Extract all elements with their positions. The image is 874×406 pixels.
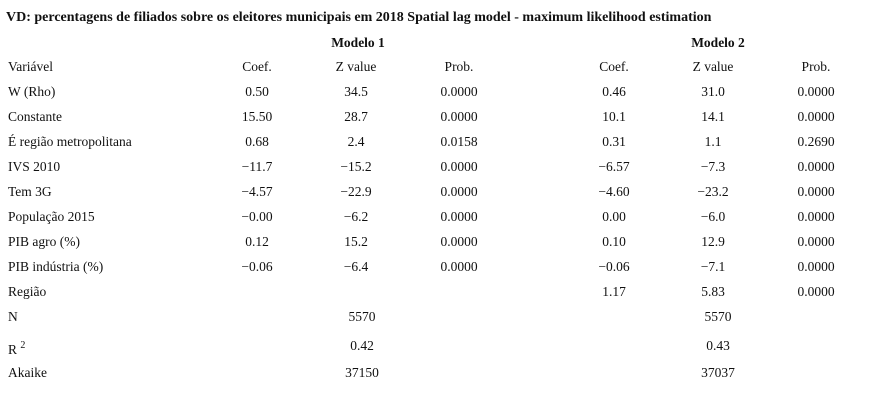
- column-header: Z value: [335, 59, 377, 74]
- cell: 15.2: [344, 234, 368, 249]
- cell: 0.2690: [797, 134, 835, 149]
- column-header: Coef.: [599, 59, 629, 74]
- row-label: É região metropolitana: [8, 134, 132, 149]
- cell: 0.0000: [440, 84, 478, 99]
- column-header: Z value: [692, 59, 734, 74]
- cell: −4.57: [241, 184, 273, 199]
- cell: 0.0000: [440, 259, 478, 274]
- cell: 14.1: [701, 109, 725, 124]
- cell: 0.0000: [797, 259, 835, 274]
- cell: 31.0: [701, 84, 725, 99]
- cell: 0.0000: [440, 184, 478, 199]
- cell: 0.0000: [440, 109, 478, 124]
- cell: 34.5: [344, 84, 368, 99]
- row-label: Região: [8, 284, 47, 299]
- stat-label: Akaike: [8, 365, 47, 380]
- row-label: W (Rho): [8, 84, 56, 99]
- cell: 0.68: [245, 134, 269, 149]
- cell: 0.0000: [797, 184, 835, 199]
- stat-value: 5570: [348, 309, 376, 324]
- model-header: Modelo 2: [691, 35, 745, 50]
- model-header: Modelo 1: [331, 35, 385, 50]
- row-label: IVS 2010: [8, 159, 61, 174]
- cell: 0.0000: [440, 209, 478, 224]
- cell: −6.57: [598, 159, 630, 174]
- cell: 0.0158: [440, 134, 478, 149]
- cell: −22.9: [340, 184, 372, 199]
- stat-label: N: [8, 309, 18, 324]
- row-label: PIB agro (%): [8, 234, 80, 249]
- cell: 5.83: [701, 284, 725, 299]
- cell: 28.7: [344, 109, 368, 124]
- row-label: PIB indústria (%): [8, 259, 104, 274]
- stat-value: 0.42: [350, 338, 374, 353]
- cell: 0.0000: [797, 234, 835, 249]
- cell: −0.06: [241, 259, 273, 274]
- stat-value: 5570: [704, 309, 732, 324]
- cell: −23.2: [697, 184, 729, 199]
- stat-value: 37150: [345, 365, 379, 380]
- cell: −7.1: [700, 259, 726, 274]
- cell: 0.0000: [797, 84, 835, 99]
- cell: 0.0000: [797, 284, 835, 299]
- cell: −11.7: [241, 159, 273, 174]
- row-label: Tem 3G: [8, 184, 52, 199]
- cell: 12.9: [701, 234, 725, 249]
- cell: 0.0000: [440, 234, 478, 249]
- cell: 0.46: [602, 84, 626, 99]
- column-header: Prob.: [444, 59, 474, 74]
- cell: −15.2: [340, 159, 372, 174]
- cell: 0.0000: [797, 159, 835, 174]
- stat-label: R 2: [8, 340, 26, 357]
- cell: −6.2: [343, 209, 369, 224]
- cell: 15.50: [241, 109, 273, 124]
- column-header: Variável: [8, 59, 53, 74]
- cell: 0.0000: [797, 209, 835, 224]
- cell: 2.4: [347, 134, 365, 149]
- cell: −0.06: [598, 259, 630, 274]
- column-header: Coef.: [242, 59, 272, 74]
- cell: 1.17: [602, 284, 626, 299]
- cell: 0.0000: [797, 109, 835, 124]
- cell: 0.12: [245, 234, 269, 249]
- cell: 0.00: [602, 209, 626, 224]
- cell: −6.0: [700, 209, 726, 224]
- cell: 0.0000: [440, 159, 478, 174]
- cell: −6.4: [343, 259, 369, 274]
- cell: −0.00: [241, 209, 273, 224]
- cell: 0.10: [602, 234, 626, 249]
- row-label: Constante: [8, 109, 62, 124]
- stat-value: 0.43: [706, 338, 730, 353]
- superscript: 2: [20, 340, 26, 351]
- column-header: Prob.: [801, 59, 831, 74]
- stat-value: 37037: [701, 365, 735, 380]
- title: VD: percentagens de filiados sobre os el…: [6, 10, 712, 25]
- row-label: População 2015: [8, 209, 95, 224]
- cell: 1.1: [704, 134, 722, 149]
- cell: 0.50: [245, 84, 269, 99]
- cell: 0.31: [602, 134, 626, 149]
- cell: 10.1: [602, 109, 626, 124]
- cell: −7.3: [700, 159, 726, 174]
- cell: −4.60: [598, 184, 630, 199]
